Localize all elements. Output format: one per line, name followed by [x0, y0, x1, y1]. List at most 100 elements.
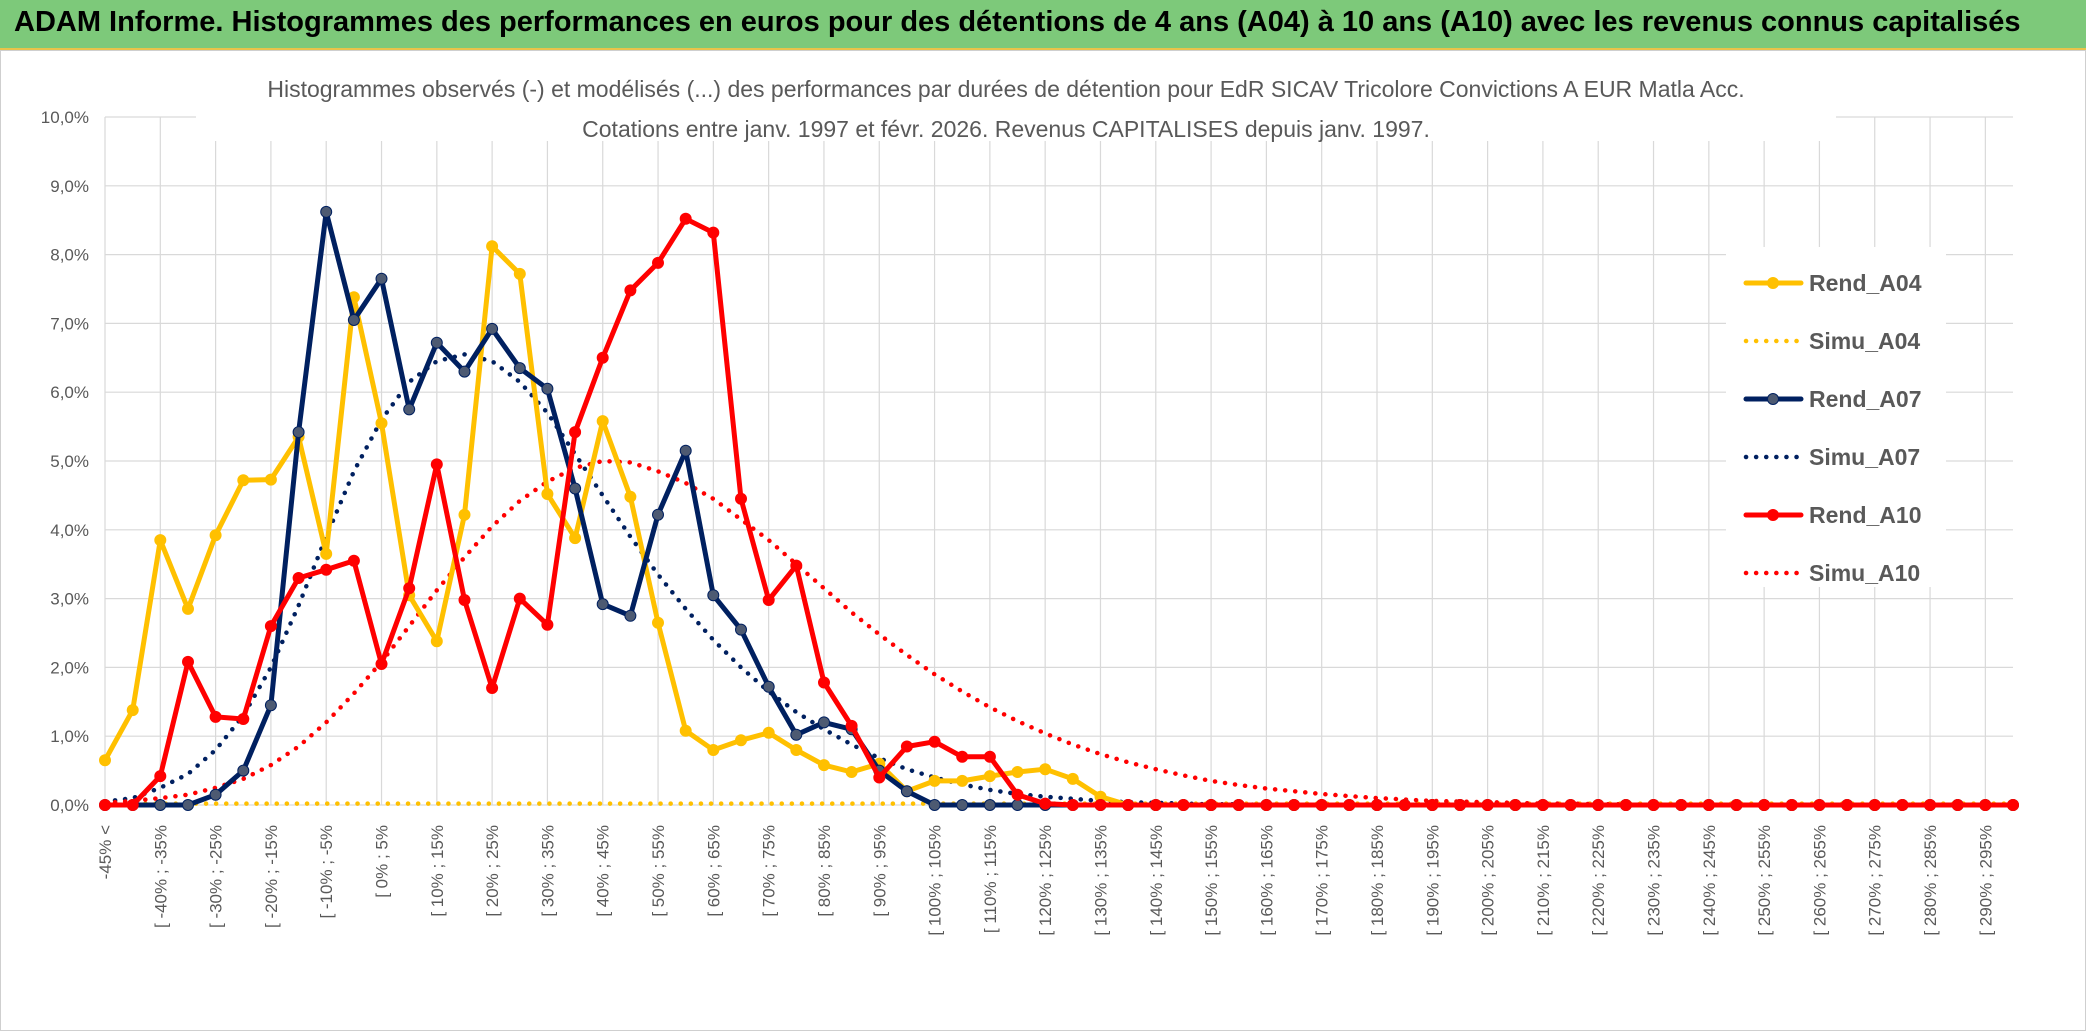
chart-legend: Rend_A04 Simu_A04 Rend_A07 Simu_A07 Rend_A10… [1726, 247, 1946, 587]
y-tick-label: 9,0% [50, 177, 89, 196]
point-rend-a10 [264, 620, 277, 633]
legend-label-simu-a04: Simu_A04 [1809, 328, 1920, 354]
point-rend-a04 [956, 774, 969, 787]
x-tick-label: [ 270% ; 275% [1866, 825, 1885, 936]
point-rend-a07 [154, 799, 167, 811]
series-line-rend-a10 [102, 216, 2016, 808]
x-tick-label: [ 120% ; 125% [1036, 825, 1055, 936]
legend-label-simu-a07: Simu_A07 [1809, 444, 1920, 470]
point-rend-a10 [569, 426, 582, 439]
point-rend-a10 [1315, 799, 1328, 811]
point-rend-a10 [928, 735, 941, 748]
x-tick-label: [ 100% ; 105% [926, 825, 945, 936]
point-rend-a10 [1675, 799, 1688, 811]
point-rend-a07 [569, 482, 582, 495]
x-tick-label: [ 210% ; 215% [1534, 825, 1553, 936]
point-rend-a07 [513, 362, 526, 375]
point-rend-a10 [430, 458, 443, 471]
point-rend-a04 [845, 766, 858, 778]
point-rend-a10 [1122, 799, 1135, 811]
point-rend-a10 [2007, 799, 2019, 811]
point-rend-a10 [1398, 799, 1411, 811]
point-rend-a10 [652, 256, 664, 269]
point-rend-a10 [624, 284, 637, 297]
point-rend-a10 [126, 799, 139, 811]
point-rend-a10 [707, 226, 720, 239]
point-rend-a10 [1592, 799, 1605, 811]
point-rend-a07 [486, 322, 499, 335]
point-rend-a07 [762, 680, 775, 693]
point-rend-a10 [347, 554, 360, 567]
point-rend-a04 [126, 704, 139, 717]
chart-title-box: Histogrammes observés (-) et modélisés (… [196, 59, 1836, 142]
x-tick-label: [ -40% ; -35% [151, 825, 170, 928]
point-rend-a10 [1066, 799, 1079, 811]
point-rend-a10 [845, 719, 858, 732]
point-rend-a04 [679, 724, 692, 737]
point-rend-a07 [182, 799, 194, 811]
x-tick-label: [ 170% ; 175% [1313, 825, 1332, 936]
point-rend-a10 [1288, 799, 1300, 811]
point-rend-a07 [430, 336, 443, 349]
point-rend-a04 [209, 529, 222, 542]
point-rend-a10 [1564, 799, 1577, 811]
point-rend-a07 [652, 508, 664, 521]
point-rend-a04 [1066, 772, 1079, 785]
point-rend-a04 [182, 602, 194, 615]
point-rend-a10 [900, 740, 913, 753]
point-rend-a04 [928, 774, 941, 787]
point-rend-a10 [762, 594, 775, 606]
point-rend-a10 [1481, 799, 1494, 811]
point-rend-a10 [1232, 799, 1245, 811]
point-rend-a07 [735, 623, 747, 636]
point-rend-a10 [1011, 788, 1024, 801]
point-rend-a04 [486, 240, 499, 253]
point-rend-a04 [1039, 763, 1052, 776]
point-rend-a07 [320, 205, 333, 218]
x-tick-label: -45% < [96, 825, 115, 879]
point-rend-a10 [596, 351, 609, 364]
point-rend-a10 [735, 492, 747, 505]
chart-frame: 0,0% 1,0% 2,0% 3,0% 4,0% 5,0% 6,0% 7,0% 8,0% 9,0%… [0, 50, 2086, 1031]
point-rend-a10 [1979, 799, 1992, 811]
point-rend-a04 [264, 473, 277, 486]
point-rend-a07 [818, 716, 830, 729]
y-tick-label: 0,0% [50, 796, 89, 815]
point-rend-a10 [1951, 799, 1964, 811]
point-rend-a07 [292, 426, 305, 439]
legend-label-rend-a07: Rend_A07 [1809, 386, 1921, 412]
y-tick-label: 8,0% [50, 246, 89, 265]
point-rend-a04 [983, 770, 996, 783]
chart-title-line-2: Cotations entre janv. 1997 et févr. 2026… [582, 116, 1430, 142]
chart-title-line-1: Histogrammes observés (-) et modélisés (… [267, 76, 1744, 102]
point-rend-a04 [707, 744, 720, 756]
point-rend-a10 [403, 582, 416, 595]
legend-label-rend-a10: Rend_A10 [1809, 502, 1921, 528]
point-rend-a10 [1509, 799, 1522, 811]
x-tick-label: [ 180% ; 185% [1368, 825, 1387, 936]
point-rend-a07 [928, 799, 941, 811]
point-rend-a04 [596, 415, 609, 428]
point-rend-a10 [1758, 799, 1771, 811]
point-rend-a04 [458, 508, 471, 521]
y-tick-label: 2,0% [50, 658, 89, 677]
point-rend-a10 [956, 750, 969, 763]
point-rend-a04 [652, 616, 664, 629]
x-tick-label: [ 90% ; 95% [870, 825, 889, 917]
point-rend-a10 [486, 682, 499, 694]
point-rend-a07 [209, 788, 222, 801]
point-rend-a10 [1177, 799, 1190, 811]
point-rend-a04 [790, 744, 803, 756]
x-tick-label: [ 140% ; 145% [1147, 825, 1166, 936]
x-tick-label: [ 220% ; 225% [1589, 825, 1608, 936]
point-rend-a04 [513, 267, 526, 280]
point-rend-a10 [1924, 799, 1936, 811]
x-tick-label: [ 0% ; 5% [373, 825, 392, 898]
point-rend-a04 [735, 734, 747, 747]
y-tick-label: 7,0% [50, 314, 89, 333]
x-tick-label: [ 50% ; 55% [649, 825, 668, 917]
legend-marker-rend-a04 [1767, 277, 1779, 289]
point-rend-a10 [375, 658, 388, 670]
point-rend-a10 [292, 572, 305, 584]
point-rend-a04 [624, 490, 637, 503]
